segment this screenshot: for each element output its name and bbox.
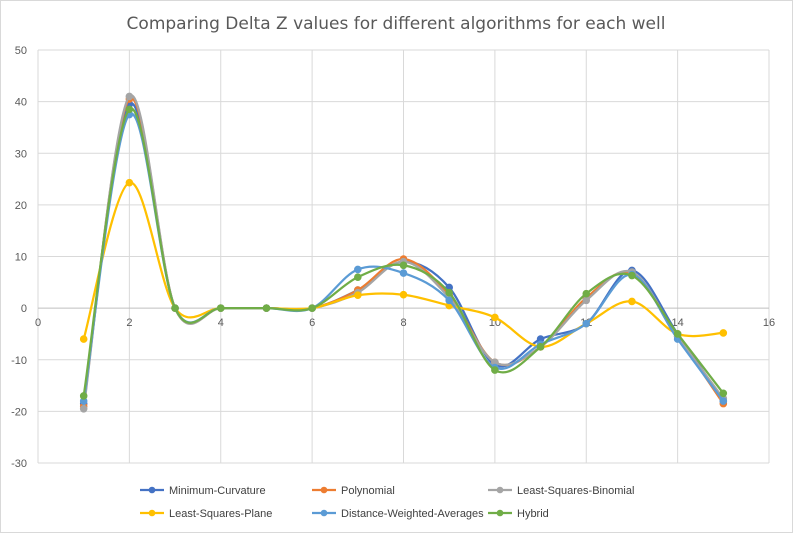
legend-swatch-marker bbox=[148, 486, 156, 494]
data-point bbox=[628, 297, 636, 306]
legend-label: Hybrid bbox=[517, 508, 549, 520]
legend-item: Hybrid bbox=[488, 508, 549, 520]
series-line bbox=[82, 107, 725, 397]
data-point bbox=[262, 304, 271, 312]
data-point bbox=[399, 290, 408, 299]
data-point bbox=[399, 261, 408, 270]
y-tick-label: 50 bbox=[15, 45, 27, 57]
legend-item: Polynomial bbox=[312, 485, 395, 497]
data-point bbox=[354, 291, 362, 300]
data-point bbox=[445, 296, 453, 305]
y-tick-label: -30 bbox=[11, 458, 27, 470]
series-line bbox=[82, 181, 724, 348]
data-point bbox=[719, 389, 728, 398]
legend-item: Least-Squares-Plane bbox=[140, 508, 272, 520]
data-point bbox=[308, 304, 316, 312]
data-point bbox=[354, 265, 362, 274]
legend-item: Minimum-Curvature bbox=[140, 485, 266, 497]
legend-label: Distance-Weighted-Averages bbox=[341, 508, 484, 520]
x-tick-label: 2 bbox=[126, 317, 132, 329]
series-hybrid bbox=[79, 105, 728, 400]
y-tick-label: 20 bbox=[15, 200, 27, 212]
data-point bbox=[719, 397, 728, 405]
legend-swatch-marker bbox=[320, 486, 328, 494]
y-tick-label: 0 bbox=[21, 303, 27, 315]
data-point bbox=[491, 313, 499, 322]
gridlines bbox=[37, 49, 770, 464]
data-point bbox=[491, 366, 499, 374]
data-point bbox=[354, 273, 362, 281]
legend-item: Distance-Weighted-Averages bbox=[312, 508, 484, 520]
data-point bbox=[628, 271, 636, 280]
y-tick-label: -10 bbox=[11, 355, 27, 367]
y-tick-label: -20 bbox=[11, 406, 27, 418]
data-point bbox=[171, 304, 179, 312]
data-point bbox=[79, 404, 88, 413]
x-tick-label: 0 bbox=[35, 317, 41, 329]
data-point bbox=[445, 288, 453, 297]
legend-swatch-marker bbox=[496, 509, 504, 517]
chart-title: Comparing Delta Z values for different a… bbox=[127, 14, 666, 34]
data-point bbox=[125, 178, 134, 187]
legend-swatch-marker bbox=[148, 509, 156, 517]
legend-label: Polynomial bbox=[341, 485, 395, 497]
legend-label: Least-Squares-Plane bbox=[169, 508, 272, 520]
data-point bbox=[582, 319, 591, 328]
y-tick-label: 10 bbox=[15, 252, 27, 264]
data-point bbox=[125, 92, 134, 101]
data-point bbox=[673, 330, 682, 338]
x-tick-label: 6 bbox=[309, 317, 315, 329]
legend-swatch-marker bbox=[496, 486, 504, 494]
data-point bbox=[125, 105, 134, 114]
x-tick-label: 8 bbox=[400, 317, 406, 329]
data-point bbox=[399, 269, 408, 277]
y-tick-label: 40 bbox=[15, 97, 27, 109]
series-layer bbox=[79, 92, 728, 413]
y-tick-label: 30 bbox=[15, 148, 27, 160]
legend-swatch-marker bbox=[320, 509, 328, 517]
data-point bbox=[79, 335, 88, 343]
data-point bbox=[216, 304, 225, 312]
legend-label: Minimum-Curvature bbox=[169, 485, 266, 497]
data-point bbox=[536, 343, 545, 351]
x-tick-label: 16 bbox=[763, 317, 775, 329]
legend-label: Least-Squares-Binomial bbox=[517, 485, 634, 497]
x-tick-label: 14 bbox=[672, 317, 684, 329]
legend-item: Least-Squares-Binomial bbox=[488, 485, 634, 497]
data-point bbox=[79, 392, 88, 400]
data-point bbox=[582, 289, 591, 298]
x-tick-label: 4 bbox=[218, 317, 224, 329]
legend: Minimum-Curvature Polynomial Least-Squares… bbox=[140, 485, 634, 520]
data-point bbox=[719, 329, 728, 337]
data-point bbox=[582, 296, 591, 305]
